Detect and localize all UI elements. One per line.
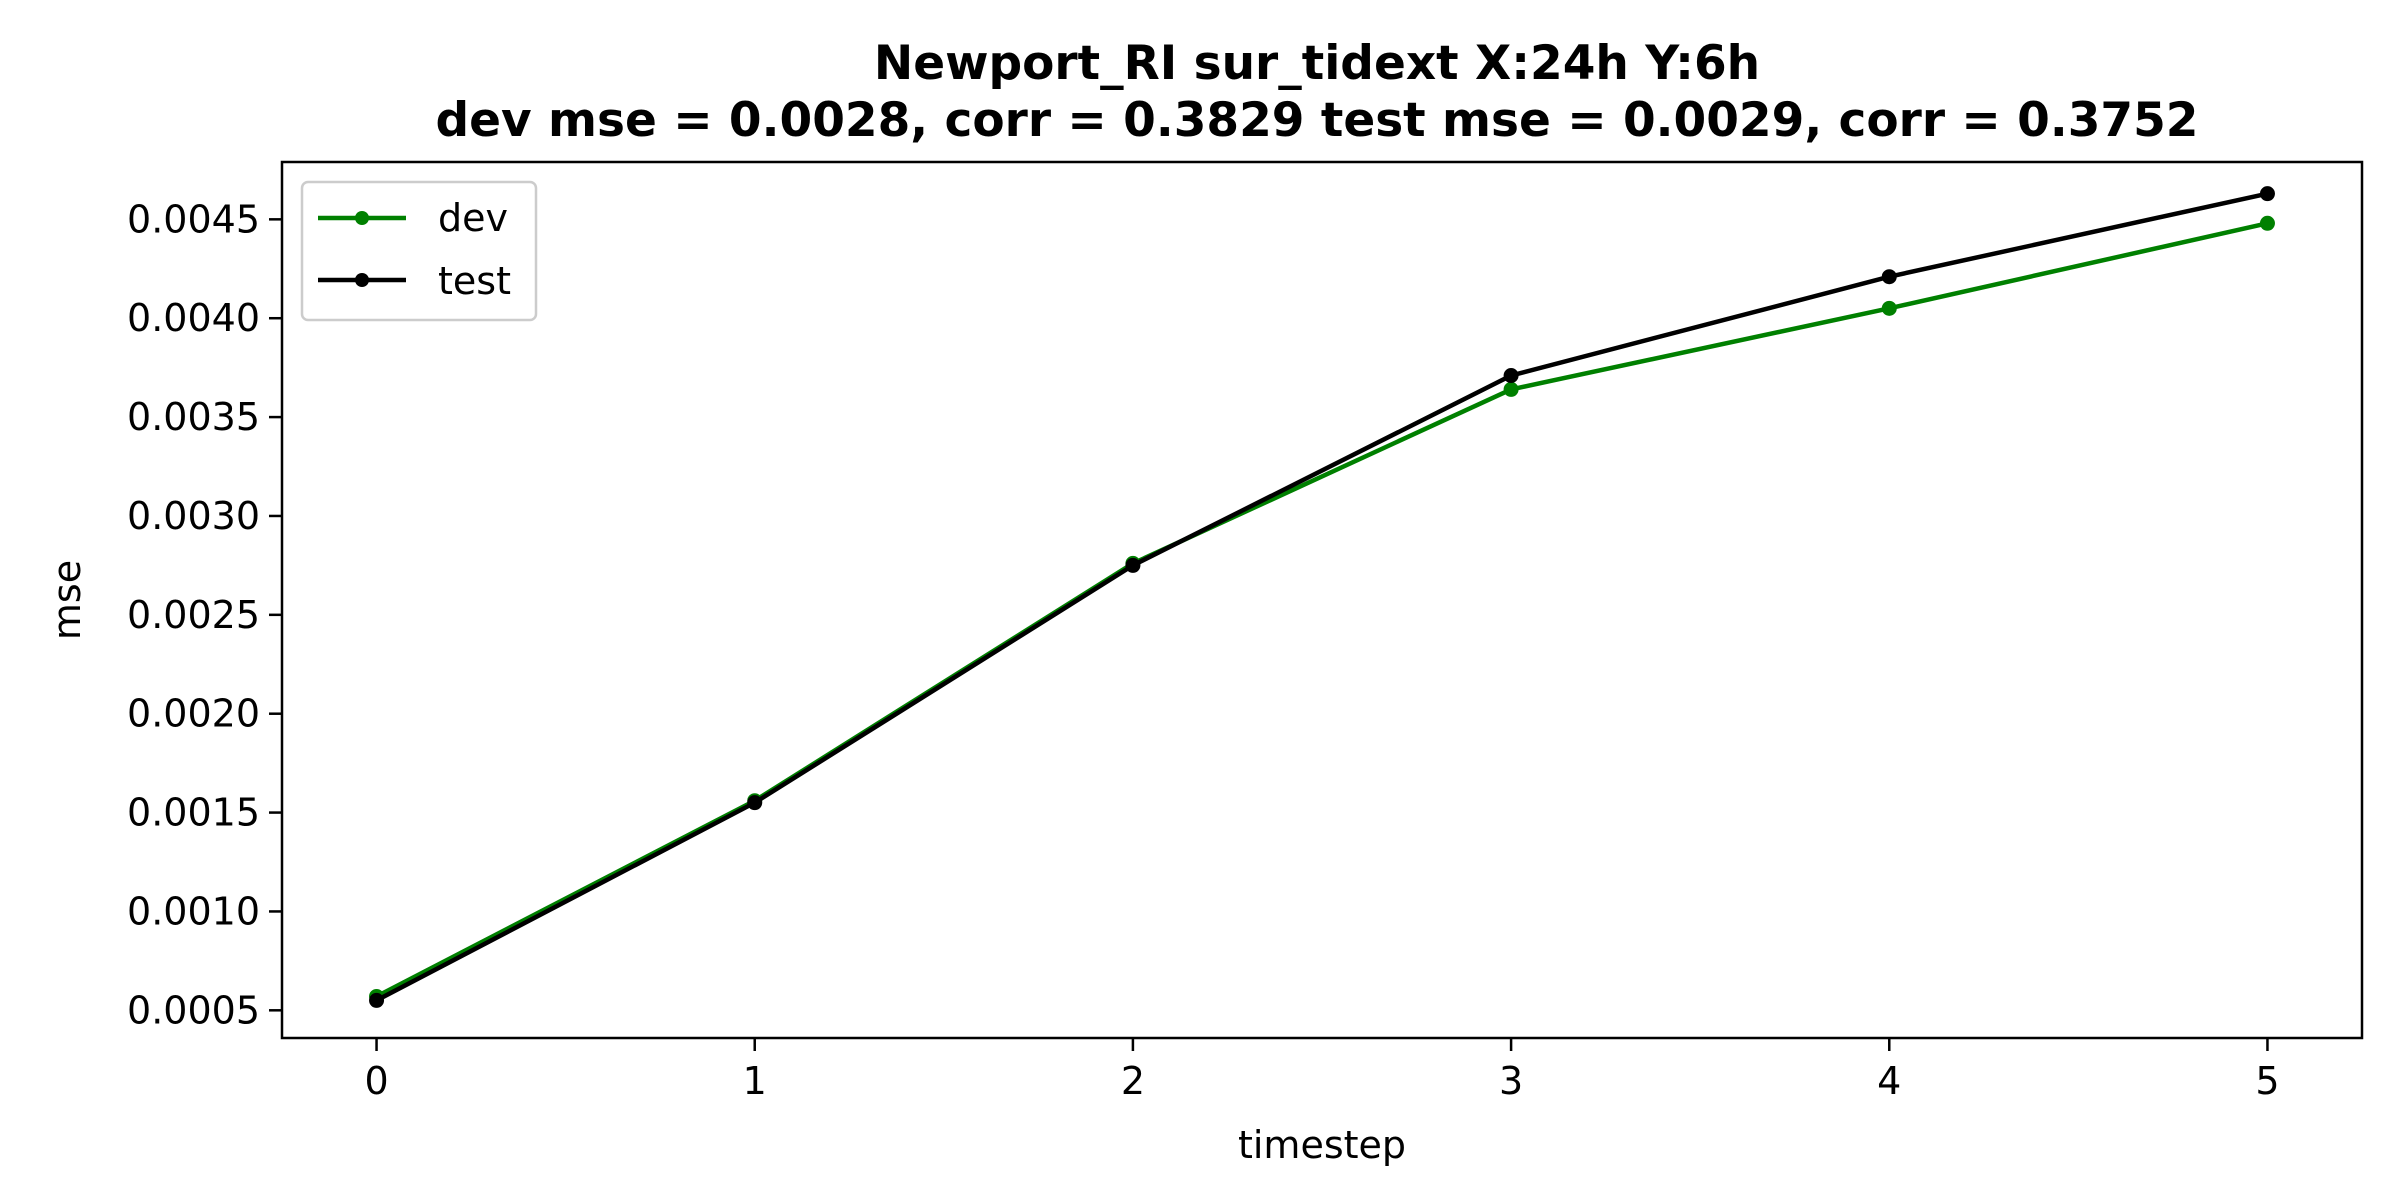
legend-label-dev: dev [438, 196, 508, 240]
data-point-test [1503, 368, 1519, 384]
x-axis-label: timestep [1238, 1123, 1406, 1167]
data-point-test [1881, 269, 1897, 285]
y-axis: 0.0005 0.0010 0.0015 0.0020 0.0025 0.0030 0.00… [127, 197, 282, 1032]
y-tick-label: 0.0030 [127, 494, 260, 538]
series-line-test [373, 190, 2271, 1004]
y-tick-label: 0.0035 [127, 395, 260, 439]
y-tick-label: 0.0025 [127, 593, 260, 637]
y-tick-label: 0.0010 [127, 889, 260, 933]
x-tick-label: 0 [364, 1059, 388, 1103]
y-axis-label: mse [45, 560, 89, 640]
series-layer [369, 186, 2275, 1008]
plot-frame [280, 160, 2364, 1040]
chart-title-line-2: dev mse = 0.0028, corr = 0.3829 test mse… [435, 93, 2198, 148]
chart-title-line-1: Newport_RI sur_tidext X:24h Y:6h [874, 36, 1760, 91]
data-point-dev [2259, 215, 2275, 231]
legend-marker-dev [355, 211, 369, 225]
y-tick-label: 0.0020 [127, 692, 260, 736]
data-point-test [369, 992, 385, 1008]
x-tick-label: 4 [1877, 1059, 1901, 1103]
x-tick-label: 2 [1121, 1059, 1145, 1103]
data-point-dev [1503, 381, 1519, 397]
y-tick-label: 0.0005 [127, 988, 260, 1032]
y-tick-label: 0.0045 [127, 197, 260, 241]
x-axis: 0 1 2 3 4 5 [364, 1038, 2280, 1103]
legend-marker-test [355, 273, 369, 287]
y-tick-label: 0.0015 [127, 791, 260, 835]
data-point-test [2259, 186, 2275, 202]
plot-area [282, 162, 2362, 1038]
data-point-test [747, 795, 763, 811]
x-tick-label: 1 [743, 1059, 767, 1103]
legend-label-test: test [438, 259, 511, 303]
x-tick-label: 5 [2255, 1059, 2279, 1103]
data-point-test [1125, 557, 1141, 573]
x-tick-label: 3 [1499, 1059, 1523, 1103]
legend: dev test [300, 180, 538, 322]
data-point-dev [1881, 300, 1897, 316]
y-tick-label: 0.0040 [127, 296, 260, 340]
